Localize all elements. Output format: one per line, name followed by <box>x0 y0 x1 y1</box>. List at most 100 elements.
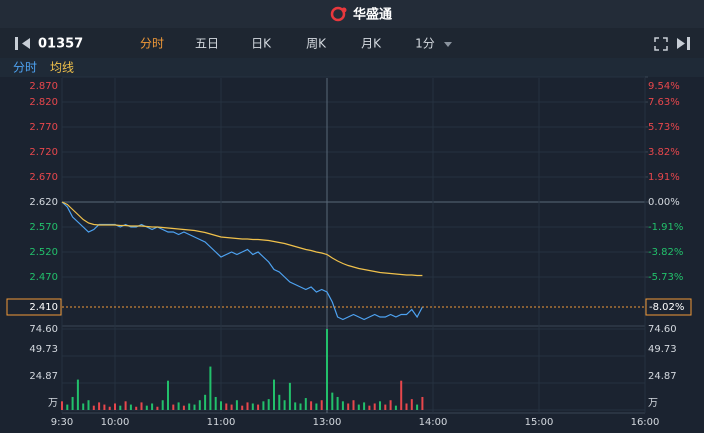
volume-bar <box>235 400 238 410</box>
back-icon[interactable] <box>15 37 30 50</box>
volume-bar <box>320 400 323 410</box>
volume-bar <box>310 401 313 410</box>
y2-tick-label: -1.91% <box>648 222 683 233</box>
volume-tick-label: 万 <box>648 398 658 409</box>
volume-tick-label: 24.87 <box>648 371 677 382</box>
volume-bar <box>214 396 217 410</box>
volume-bar <box>145 405 148 410</box>
x-tick-label: 9:30 <box>51 417 73 428</box>
stock-code: 01357 <box>38 37 83 52</box>
volume-bar <box>167 380 169 410</box>
volume-tick-label: 74.60 <box>29 324 58 335</box>
volume-bar <box>129 404 132 410</box>
last-change-box <box>645 298 692 316</box>
volume-tick-label: 万 <box>48 398 58 409</box>
volume-bar <box>92 405 95 410</box>
volume-bar <box>294 402 297 410</box>
volume-bar <box>151 403 154 410</box>
tab[interactable]: 月K <box>361 37 382 51</box>
forward-icon[interactable] <box>677 37 690 50</box>
volume-bar <box>246 402 249 410</box>
volume-bar <box>394 405 397 410</box>
volume-bar <box>124 401 127 410</box>
y-tick-label: 2.870 <box>29 81 58 92</box>
x-tick-label: 11:00 <box>207 417 236 428</box>
volume-bar <box>108 406 111 410</box>
header-bar <box>0 0 704 28</box>
volume-bar <box>326 329 328 410</box>
volume-bar <box>87 400 90 410</box>
volume-bar <box>103 404 106 410</box>
volume-bar <box>363 402 366 410</box>
tab[interactable]: 1分 <box>415 37 435 51</box>
tab[interactable]: 五日 <box>195 37 219 51</box>
y2-tick-label: 0.00% <box>648 197 680 208</box>
y-tick-label: 2.820 <box>29 97 58 108</box>
volume-bar <box>389 400 392 410</box>
volume-bar <box>416 404 419 410</box>
volume-bar <box>421 396 424 410</box>
y2-tick-label: -3.82% <box>648 247 683 258</box>
volume-tick-label: 49.73 <box>648 344 677 355</box>
volume-bar <box>76 379 79 410</box>
last-change-label: -8.02% <box>649 302 684 313</box>
volume-bar <box>283 400 286 410</box>
volume-bar <box>220 401 222 410</box>
legend-entry: 分时 <box>13 61 37 75</box>
logo <box>330 6 347 22</box>
volume-bar <box>278 394 281 410</box>
tab[interactable]: 周K <box>306 37 327 51</box>
volume-bar <box>135 406 138 410</box>
y-tick-label: 2.770 <box>29 122 58 133</box>
volume-bar <box>357 404 360 410</box>
x-tick-label: 14:00 <box>419 417 448 428</box>
volume-bar <box>368 405 371 410</box>
expand-icon[interactable] <box>654 37 668 51</box>
y2-tick-label: 1.91% <box>648 172 680 183</box>
volume-bar <box>209 366 212 410</box>
price-line <box>61 201 423 277</box>
price-line <box>61 201 423 321</box>
y2-tick-label: 7.63% <box>648 97 680 108</box>
volume-bar <box>61 401 63 410</box>
y2-tick-label: 5.73% <box>648 122 680 133</box>
volume-bar <box>405 403 408 410</box>
volume-bar <box>114 403 116 410</box>
volume-bar <box>267 399 270 410</box>
tab[interactable]: 日K <box>251 37 272 51</box>
volume-bar <box>257 404 260 410</box>
volume-bar <box>262 401 265 410</box>
y-tick-label: 2.570 <box>29 222 58 233</box>
volume-bar <box>98 402 101 410</box>
volume-bar <box>315 403 318 410</box>
volume-bar <box>373 403 376 410</box>
volume-bar <box>230 404 233 410</box>
volume-bar <box>410 399 413 410</box>
volume-bar <box>198 400 201 410</box>
volume-bar <box>119 405 122 410</box>
volume-bar <box>182 405 185 410</box>
y-tick-label: 2.670 <box>29 172 58 183</box>
last-price-label: 2.410 <box>29 302 58 313</box>
volume-bar <box>379 401 381 410</box>
volume-bar <box>241 405 244 410</box>
volume-bar <box>204 394 207 410</box>
x-tick-label: 13:00 <box>313 417 342 428</box>
volume-bar <box>140 402 143 410</box>
volume-bar <box>288 382 291 410</box>
volume-tick-label: 24.87 <box>29 371 58 382</box>
volume-bar <box>341 401 344 410</box>
y-tick-label: 2.470 <box>29 272 58 283</box>
tab[interactable]: 分时 <box>140 37 164 51</box>
dropdown-arrow[interactable] <box>444 42 452 47</box>
volume-bar <box>188 403 191 410</box>
y2-tick-label: 3.82% <box>648 147 680 158</box>
volume-bar <box>304 398 307 410</box>
volume-bar <box>400 380 403 410</box>
volume-bar <box>384 404 387 410</box>
volume-bar <box>82 403 85 410</box>
volume-tick-label: 49.73 <box>29 344 58 355</box>
last-price-box <box>6 298 62 316</box>
